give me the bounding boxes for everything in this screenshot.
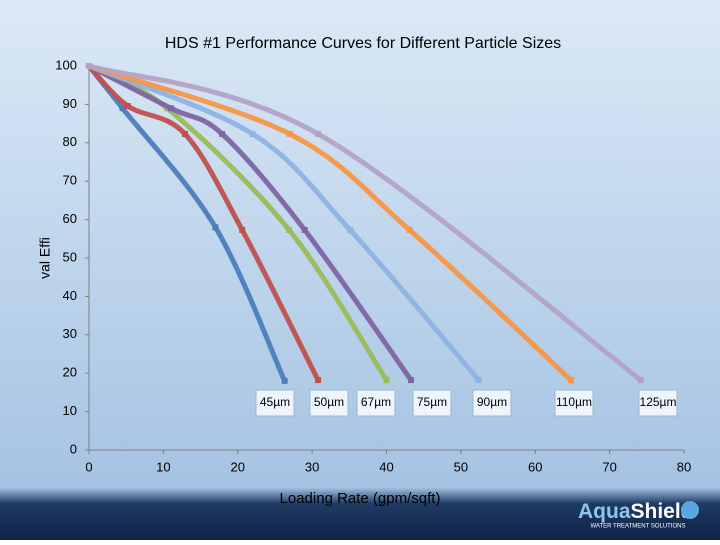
series-line [86, 63, 574, 383]
series-line [86, 63, 644, 383]
legend-box [638, 389, 678, 417]
y-tick-label: 40 [63, 288, 77, 303]
legend-label: 125µm [640, 395, 677, 409]
data-point [86, 63, 92, 69]
logo-tagline: WATER TREATMENT SOLUTIONS [590, 524, 685, 530]
series-line [86, 63, 389, 383]
y-tick-label: 70 [63, 173, 77, 188]
data-point [249, 130, 256, 137]
x-tick-label: 30 [305, 459, 319, 474]
series-line [86, 63, 414, 383]
data-point [567, 377, 574, 384]
x-tick-label: 20 [231, 459, 245, 474]
logo: AquaShield WATER TREATMENT SOLUTIONS [578, 500, 699, 530]
data-point [119, 105, 126, 112]
y-tick-label: 10 [63, 403, 77, 418]
legend-box [472, 389, 512, 417]
legend-box [255, 389, 295, 417]
data-point [347, 226, 354, 233]
logo-icon [681, 501, 699, 519]
data-point [167, 105, 174, 112]
legend-label: 50µm [314, 395, 344, 409]
data-point [181, 130, 188, 137]
x-tick-label: 70 [602, 459, 616, 474]
y-tick-label: 80 [63, 134, 77, 149]
legend-label: 110µm [556, 395, 592, 409]
data-point [124, 102, 131, 109]
y-tick-label: 30 [63, 326, 77, 341]
series-line [86, 63, 482, 383]
x-axis-label: Loading Rate (gpm/sqft) [280, 490, 441, 507]
logo-text: AquaShield [578, 500, 694, 523]
series-line [86, 63, 321, 383]
data-point [637, 377, 644, 384]
data-point [408, 377, 415, 384]
y-tick-label: 60 [63, 211, 77, 226]
data-point [219, 130, 226, 137]
data-point [286, 226, 293, 233]
data-point [239, 226, 246, 233]
x-tick-label: 80 [677, 459, 691, 474]
legend-box [554, 389, 594, 417]
data-point [212, 224, 219, 231]
x-tick-label: 50 [454, 459, 468, 474]
y-tick-label: 50 [63, 249, 77, 264]
data-point [286, 130, 293, 137]
data-point [301, 226, 308, 233]
data-point [475, 377, 482, 384]
y-tick-label: 90 [63, 96, 77, 111]
x-tick-label: 60 [528, 459, 542, 474]
y-tick-label: 100 [55, 57, 77, 72]
y-tick-label: 20 [63, 365, 77, 380]
chart-title: HDS #1 Performance Curves for Different … [165, 35, 561, 52]
legend-label: 45µm [260, 395, 290, 409]
legend-box [412, 389, 452, 417]
data-point [406, 226, 413, 233]
data-point [315, 130, 322, 137]
data-point [281, 377, 288, 384]
x-tick-label: 40 [379, 459, 393, 474]
x-tick-label: 0 [85, 459, 92, 474]
legend-label: 67µm [361, 395, 391, 409]
data-point [383, 377, 390, 384]
y-axis-label: val Effi [37, 237, 53, 279]
data-point [315, 377, 322, 384]
footer-bar [0, 488, 720, 540]
y-tick-label: 0 [70, 441, 77, 456]
legend-label: 90µm [477, 395, 507, 409]
legend-box [309, 389, 349, 417]
legend-label: 75µm [417, 395, 447, 409]
x-tick-label: 10 [156, 459, 170, 474]
legend-box [356, 389, 396, 417]
